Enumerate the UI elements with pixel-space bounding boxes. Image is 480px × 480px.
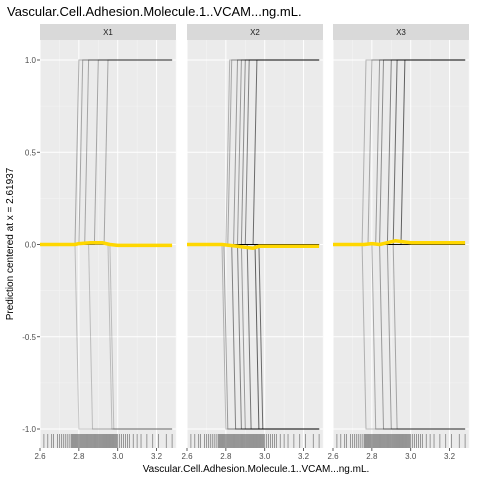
facet-strip-label: X1 (103, 28, 113, 37)
x-tick-label: 2.8 (366, 452, 378, 461)
pdp-line (40, 240, 173, 248)
y-tick-label: -1.0 (22, 425, 36, 434)
x-tick-label: 3.2 (444, 452, 456, 461)
x-tick-label: 2.6 (34, 452, 46, 461)
chart-title: Vascular.Cell.Adhesion.Molecule.1..VCAM.… (7, 4, 302, 19)
x-axis-title: Vascular.Cell.Adhesion.Molecule.1..VCAM.… (143, 464, 370, 475)
x-tick-label: 3.0 (259, 452, 271, 461)
facet-strip-label: X2 (250, 28, 260, 37)
y-tick-label: 0.5 (25, 148, 37, 157)
x-tick-label: 2.8 (73, 452, 85, 461)
x-tick-label: 2.6 (327, 452, 339, 461)
y-tick-label: 1.0 (25, 56, 37, 65)
facet-strip (187, 24, 323, 40)
pdp-line (333, 239, 466, 247)
x-tick-label: 3.0 (112, 452, 124, 461)
y-axis-title: Prediction centered at x = 2.61937 (5, 167, 16, 320)
x-tick-label: 3.2 (298, 452, 310, 461)
x-tick-label: 3.0 (405, 452, 417, 461)
pdp-line (187, 242, 320, 250)
y-tick-label: -0.5 (22, 333, 36, 342)
facet-strip (333, 24, 469, 40)
x-tick-label: 3.2 (151, 452, 163, 461)
facet-strip (40, 24, 176, 40)
x-tick-label: 2.8 (220, 452, 232, 461)
facet-panels: X1 2.6 2.8 3.0 3.2 X2 2.6 2.8 3.0 3.2 X3 2.6 2.8 3.0 3… (22, 24, 470, 461)
facet-strip-label: X3 (396, 28, 406, 37)
x-tick-label: 2.6 (181, 452, 193, 461)
facet-panel: X3 2.6 2.8 3.0 3.2 (327, 24, 470, 461)
y-tick-label: 0.0 (25, 241, 37, 250)
facet-panel: X1 2.6 2.8 3.0 3.2 (34, 24, 177, 461)
facet-panel: X2 2.6 2.8 3.0 3.2 (181, 24, 324, 461)
